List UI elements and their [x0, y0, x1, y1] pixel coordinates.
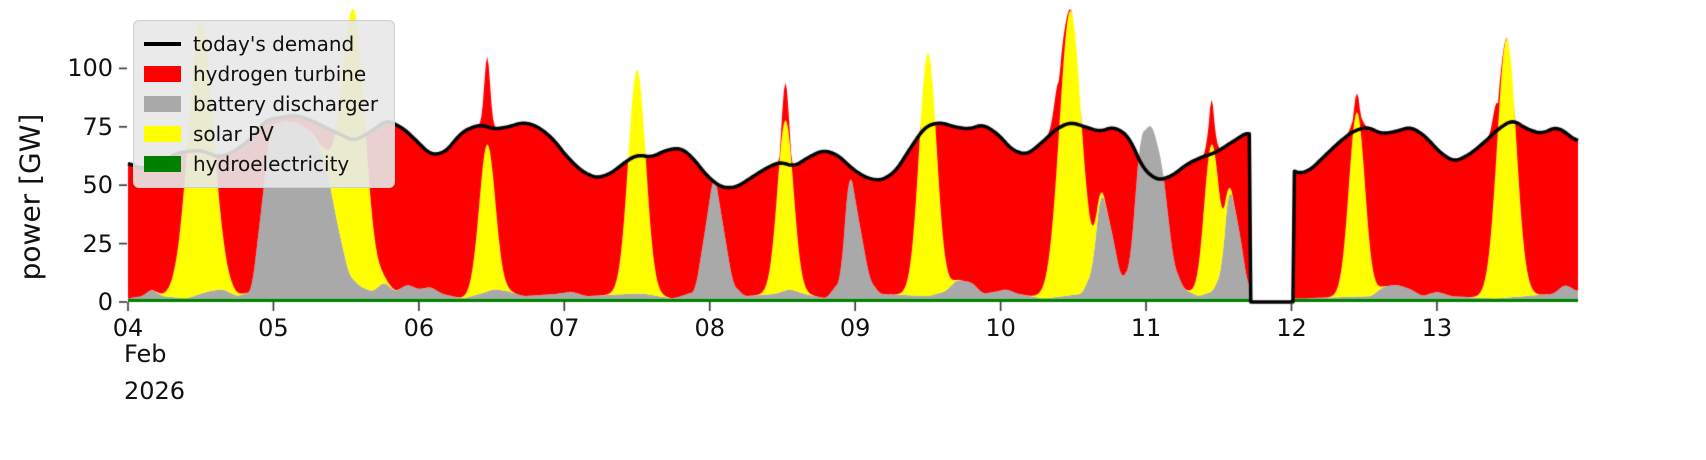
legend-item-today-s-demand: today's demand — [144, 29, 378, 59]
legend-label: hydroelectricity — [193, 152, 350, 176]
x-tick-label: 08 — [694, 314, 726, 342]
y-tick-label: 50 — [82, 171, 113, 200]
legend-label: battery discharger — [193, 92, 379, 116]
legend-swatch-icon — [144, 42, 181, 46]
y-axis-title: power [GW] — [13, 113, 47, 281]
x-tick-label: 13 — [1421, 314, 1453, 342]
legend-swatch-icon — [144, 66, 181, 82]
legend-label: today's demand — [193, 32, 355, 56]
x-month-label: Feb — [124, 340, 167, 368]
legend-item-hydroelectricity: hydroelectricity — [144, 149, 378, 179]
legend: today's demand hydrogen turbine battery di… — [133, 20, 396, 188]
x-tick-label: 09 — [839, 314, 871, 342]
x-tick-label: 10 — [985, 314, 1016, 342]
x-tick-label: 05 — [258, 314, 289, 342]
legend-swatch-icon — [144, 126, 181, 142]
x-axis-period-label: Feb 2026 — [124, 336, 185, 410]
legend-item-battery-discharger: battery discharger — [144, 89, 378, 119]
x-tick-label: 06 — [403, 314, 435, 342]
y-tick-label: 25 — [82, 229, 113, 258]
x-tick-label: 04 — [112, 314, 144, 342]
legend-swatch-icon — [144, 96, 181, 112]
x-year-label: 2026 — [124, 377, 186, 405]
legend-label: hydrogen turbine — [193, 62, 367, 86]
y-tick-label: 75 — [82, 112, 113, 141]
x-tick-label: 12 — [1276, 314, 1307, 342]
y-tick-label: 0 — [97, 288, 113, 316]
legend-swatch-icon — [144, 156, 181, 172]
x-tick-label: 07 — [549, 314, 580, 342]
y-tick-label: 100 — [67, 54, 113, 83]
x-tick-label: 11 — [1130, 314, 1162, 342]
legend-item-hydrogen-turbine: hydrogen turbine — [144, 59, 378, 89]
legend-item-solar-pv: solar PV — [144, 119, 378, 149]
legend-label: solar PV — [193, 122, 274, 146]
